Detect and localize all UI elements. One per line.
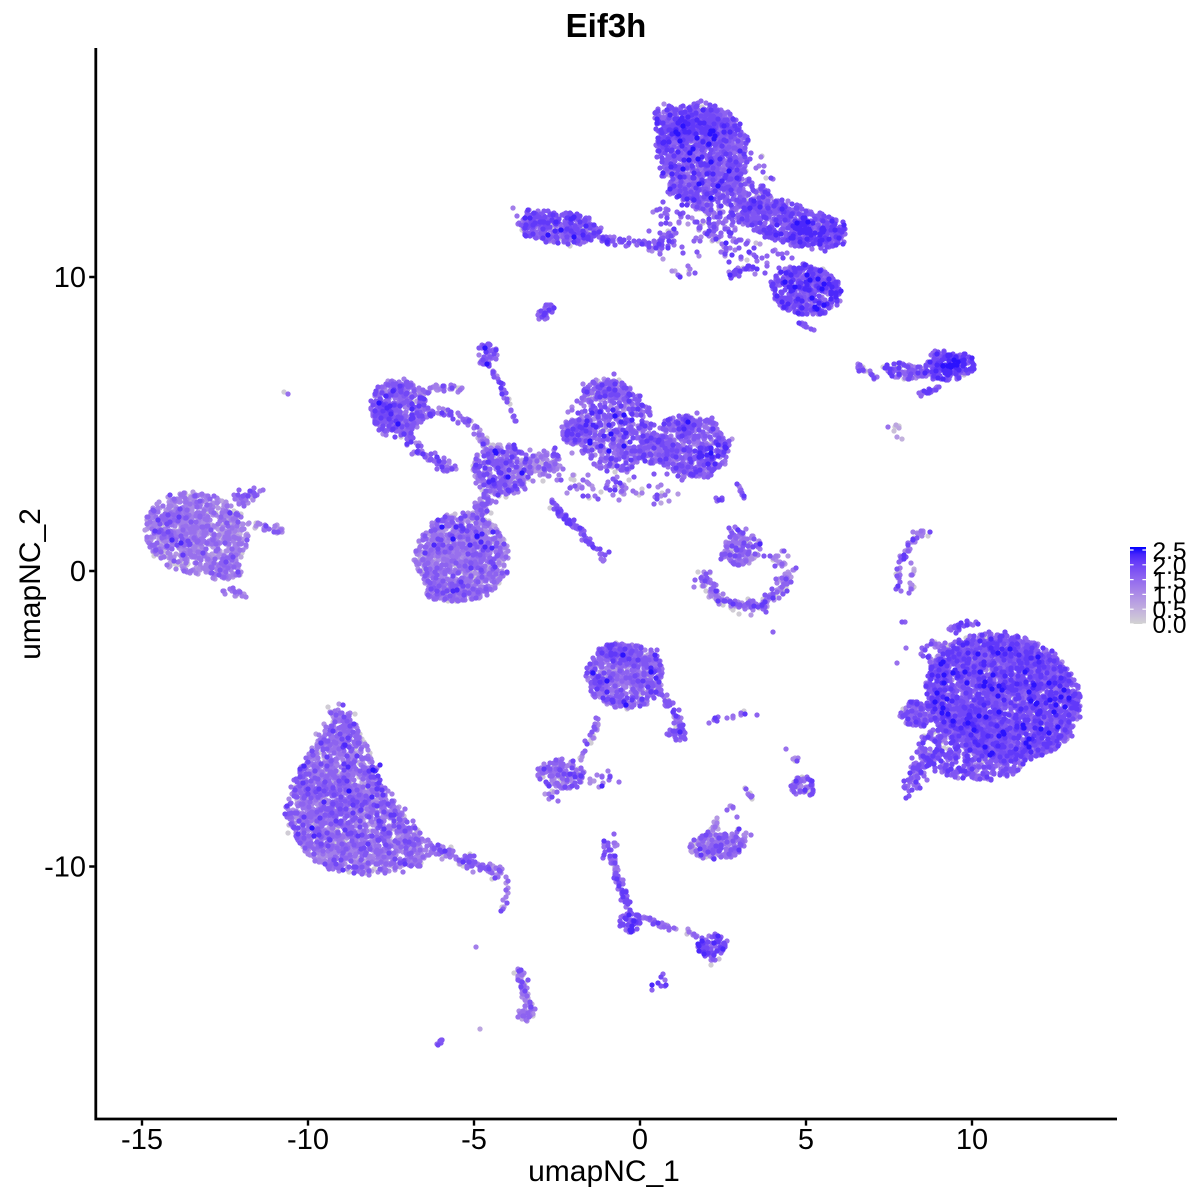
svg-text:-5: -5	[461, 1124, 487, 1156]
svg-text:10: 10	[54, 262, 86, 294]
svg-text:umapNC_2: umapNC_2	[14, 508, 47, 660]
svg-text:2.5: 2.5	[1153, 538, 1187, 565]
svg-text:1.5: 1.5	[1153, 568, 1187, 595]
svg-text:-15: -15	[121, 1124, 163, 1156]
svg-text:-10: -10	[287, 1124, 329, 1156]
svg-text:0.5: 0.5	[1153, 597, 1187, 624]
svg-text:5: 5	[798, 1124, 814, 1156]
svg-text:-10: -10	[44, 852, 86, 884]
svg-text:0.0: 0.0	[1153, 612, 1187, 639]
svg-text:Eif3h: Eif3h	[566, 7, 647, 44]
svg-text:umapNC_1: umapNC_1	[528, 1155, 680, 1188]
svg-text:0: 0	[632, 1124, 648, 1156]
svg-text:1.0: 1.0	[1153, 582, 1187, 609]
svg-text:2.0: 2.0	[1153, 553, 1187, 580]
svg-text:0: 0	[70, 556, 86, 588]
svg-text:10: 10	[956, 1124, 988, 1156]
